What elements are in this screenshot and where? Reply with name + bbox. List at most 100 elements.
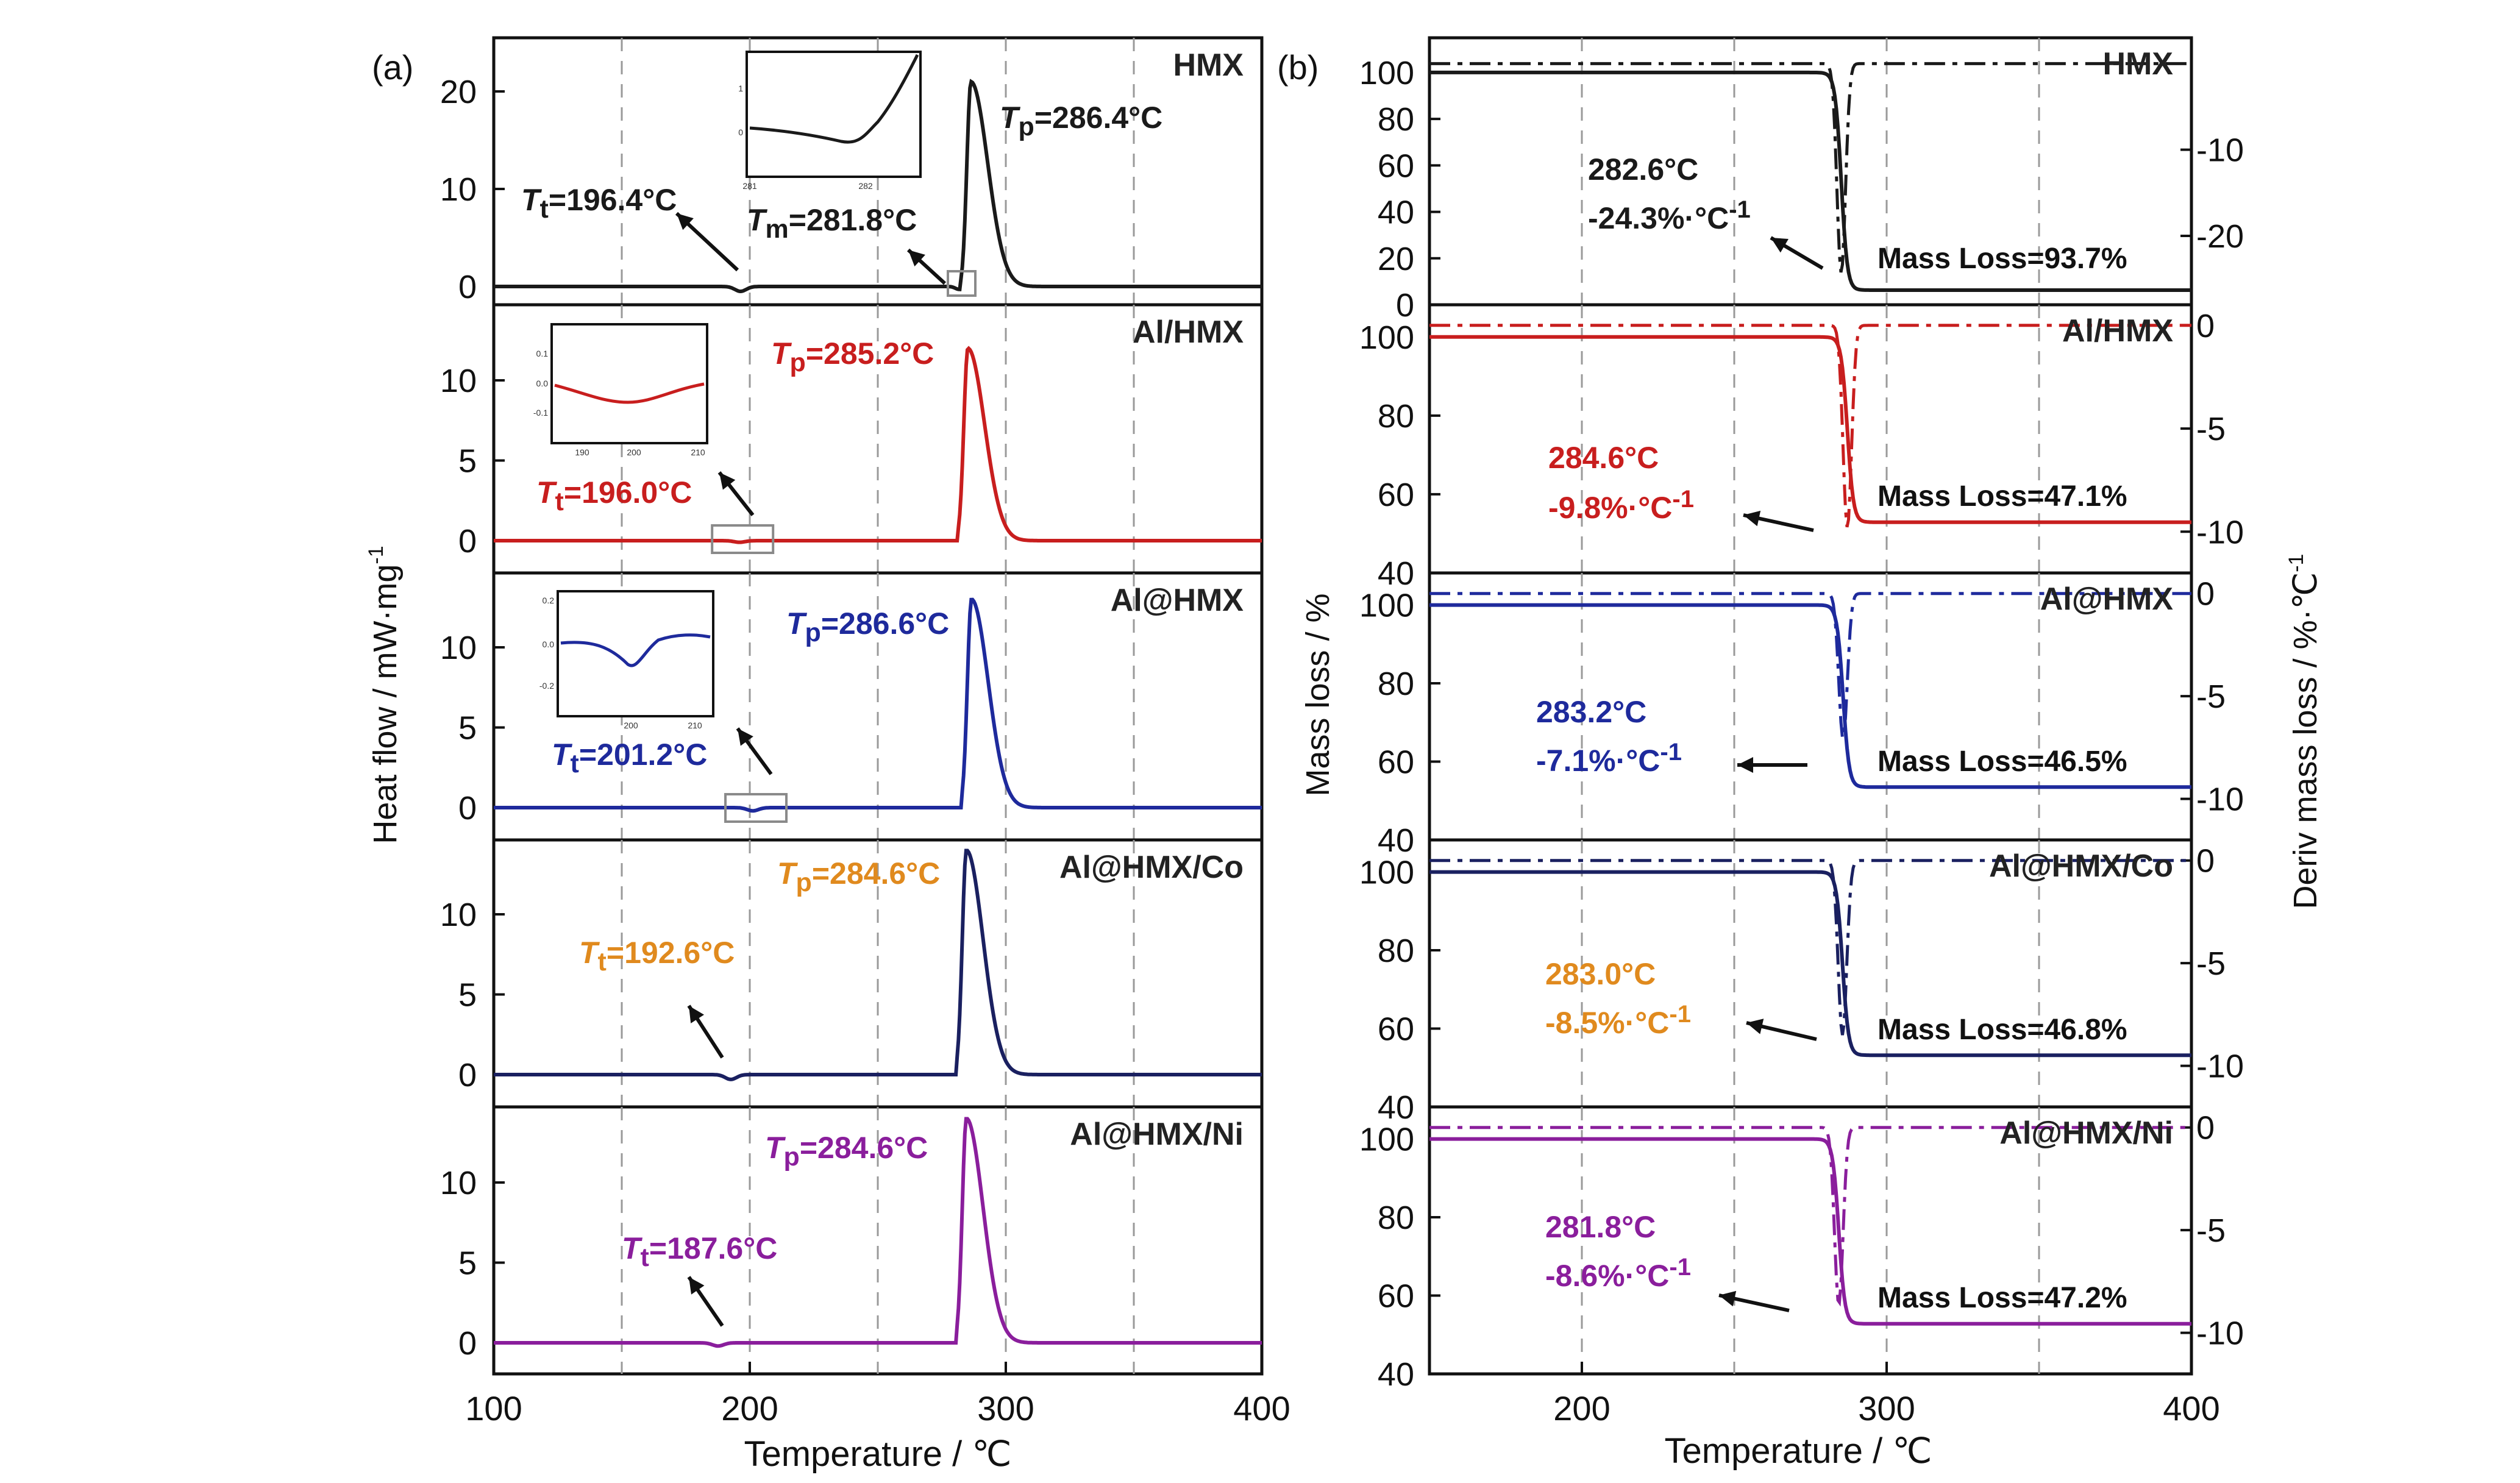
tg-curve (1429, 870, 2191, 1058)
y-tick-label: 5 (458, 710, 477, 747)
y-tick-label: 20 (1378, 241, 1414, 277)
tp-label-symbol: T (777, 856, 799, 891)
tp-label-value: =284.6°C (812, 856, 940, 891)
inset-frame (557, 590, 714, 717)
dtg-peak-label: -7.1%·°C-1 (1536, 739, 1682, 778)
inset-x-tick-label: 200 (627, 447, 641, 457)
inset-y-tick-label: -0.2 (539, 681, 554, 691)
sample-label: Al@HMX/Co (1059, 850, 1244, 885)
onset-label: 282.6°C (1588, 152, 1698, 187)
tt-arrow-head (677, 213, 694, 230)
dtg-arrow-head (1743, 510, 1761, 527)
tt-label-symbol: T (579, 936, 600, 970)
tg-subplot-2: 40 60 80 100 0 -5 -10 Al/HMX 284.6°C -9.8%·°C-1 Ma… (1359, 303, 2244, 592)
tt-label-sub: t (598, 947, 607, 976)
dtg-peak-label-main: -8.6%·°C (1545, 1259, 1669, 1293)
y-tick-label: 80 (1378, 1200, 1414, 1236)
panel-a-y-axis-title-main: Heat flow / mW·mg (367, 564, 404, 844)
y-tick-label: 20 (440, 74, 477, 110)
y-tick-label: 10 (440, 897, 477, 933)
zoom-box (711, 524, 775, 554)
tg-subplot-4: 40 60 80 100 0 -5 -10 Al@HMX/Co 283.0°C -8.5%·°C-… (1359, 838, 2244, 1126)
panel-b-y2-axis-title-main: Deriv mass loss / %·℃ (2287, 572, 2324, 909)
x-tick-label: 300 (977, 1389, 1034, 1428)
tt-arrow-head (689, 1006, 705, 1023)
dtg-peak-label: -9.8%·°C-1 (1548, 486, 1694, 525)
tg-x-axis: 200 300 400 (1553, 1362, 2220, 1428)
inset-x-tick-label: 281 (742, 181, 757, 191)
inset-al-hmx: 0.1 0.0 -0.1 190 200 210 (533, 323, 708, 457)
y-tick-label: 60 (1378, 1278, 1414, 1315)
onset-label: 283.2°C (1536, 695, 1646, 729)
y-tick-label: 0 (458, 790, 477, 827)
inset-hmx: 1 0 281 282 (738, 51, 922, 191)
y2-tick-label: -5 (2196, 945, 2226, 982)
dtg-arrow-head (1737, 757, 1753, 773)
x-tick-label: 200 (1553, 1389, 1610, 1428)
tt-arrow-head (738, 728, 753, 746)
tt-label: Tt=187.6°C (622, 1231, 777, 1272)
y-tick-label: 100 (1359, 588, 1414, 624)
y2-tick-label: -5 (2196, 1212, 2226, 1249)
inset-al-at-hmx: 0.2 0.0 -0.2 200 210 (539, 590, 714, 730)
tt-label-value: =196.0°C (564, 475, 692, 510)
mass-loss-label: Mass Loss=47.2% (1878, 1282, 2127, 1314)
mass-loss-label: Mass Loss=93.7% (1878, 243, 2127, 275)
tp-label-sub: p (796, 868, 812, 897)
dtg-peak-label-sup: -1 (1660, 739, 1682, 766)
panel-label-a: (a) (372, 48, 413, 87)
dtg-peak-label-sup: -1 (1672, 486, 1694, 513)
panel-a-y-axis-title-sup: -1 (365, 546, 388, 564)
tm-label: Tm=281.8°C (747, 203, 917, 244)
tt-label-symbol: T (552, 738, 573, 772)
y2-tick-label: -5 (2196, 678, 2226, 715)
y-tick-label: 0 (1396, 287, 1414, 324)
y2-tick-label: 0 (2196, 576, 2215, 613)
tg-subplot-1: 0 20 40 60 80 100 -10 -20 HMX 282.6°C -24.3%·°C-1 M… (1359, 36, 2244, 324)
tp-label-symbol: T (771, 336, 792, 371)
y-tick-label: 40 (1378, 1356, 1414, 1393)
tt-label-sub: t (555, 487, 564, 516)
y-tick-label: 0 (458, 1325, 477, 1362)
y-tick-label: 100 (1359, 855, 1414, 891)
panel-b-x-axis-title: Temperature / ℃ (1664, 1431, 1932, 1471)
y-tick-label: 10 (440, 363, 477, 399)
sample-label: Al@HMX/Ni (1999, 1115, 2173, 1151)
y-tick-label: 60 (1378, 148, 1414, 184)
tt-label-sub: t (571, 749, 579, 778)
tp-label: Tp=286.6°C (786, 606, 949, 647)
tp-label-value: =284.6°C (800, 1131, 928, 1165)
dtg-curve (1429, 1126, 2191, 1307)
tp-label: Tp=284.6°C (777, 856, 940, 897)
x-tick-label: 100 (465, 1389, 522, 1428)
dtg-peak-label-main: -8.5%·°C (1545, 1006, 1669, 1040)
panel-b: 020406080100-10-20HMX282.6°C-24.3%·°C-1M… (1359, 36, 2244, 1428)
y-tick-label: 5 (458, 443, 477, 480)
y-tick-label: 80 (1378, 933, 1414, 969)
tp-label: Tp=284.6°C (765, 1131, 928, 1172)
y-tick-label: 60 (1378, 1011, 1414, 1048)
y2-tick-label: -10 (2196, 1048, 2244, 1085)
zoom-box (947, 270, 977, 297)
y-tick-label: 40 (1378, 822, 1414, 859)
dtg-peak-label-main: -9.8%·°C (1548, 491, 1672, 525)
tt-label-symbol: T (536, 475, 558, 510)
inset-y-tick-label: 1 (738, 84, 743, 93)
dsc-curve (494, 597, 1262, 813)
sample-label: Al/HMX (1133, 315, 1244, 350)
mass-loss-label: Mass Loss=46.8% (1878, 1014, 2127, 1046)
tm-arrow-head (908, 250, 925, 267)
y-tick-label: 80 (1378, 101, 1414, 138)
zoom-box (724, 793, 788, 823)
y2-tick-label: -20 (2196, 218, 2244, 255)
tp-label-sub: p (805, 618, 821, 647)
y2-tick-label: -10 (2196, 132, 2244, 169)
inset-y-tick-label: 0 (738, 127, 743, 137)
dtg-peak-label: -8.6%·°C-1 (1545, 1254, 1691, 1293)
sample-label: Al@HMX/Ni (1070, 1117, 1244, 1152)
y-tick-label: 80 (1378, 398, 1414, 435)
y-tick-label: 100 (1359, 55, 1414, 91)
